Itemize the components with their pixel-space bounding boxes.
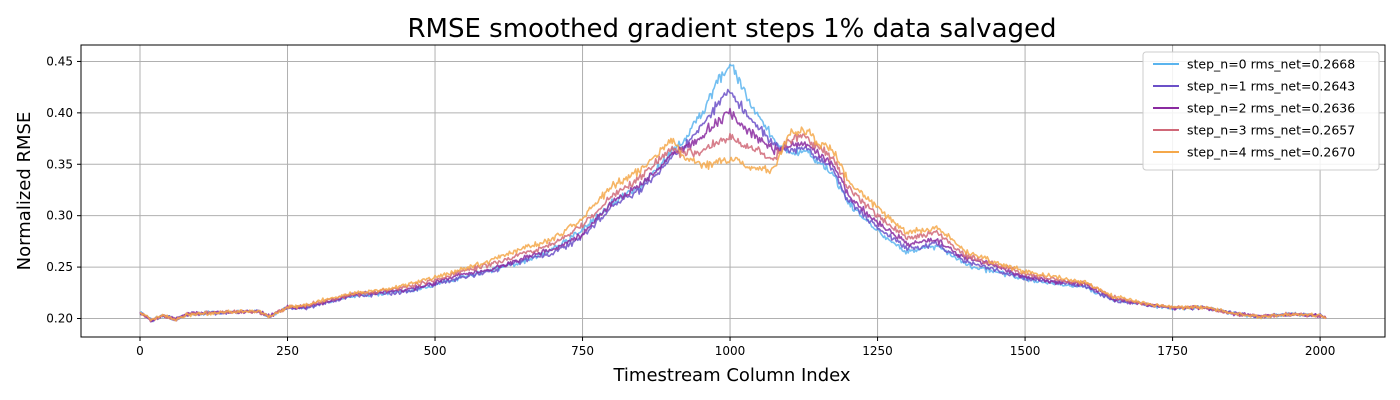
plot-area-frame bbox=[80, 44, 1386, 338]
chart-title: RMSE smoothed gradient steps 1% data sal… bbox=[407, 14, 1056, 44]
legend-entry: step_n=1 rms_net=0.2643 bbox=[1187, 79, 1355, 94]
legend: step_n=0 rms_net=0.2668 step_n=1 rms_net=… bbox=[1142, 51, 1380, 171]
x-tick-label: 2000 bbox=[1305, 344, 1336, 358]
legend-box bbox=[1142, 51, 1380, 171]
x-tick-label: 1750 bbox=[1157, 344, 1188, 358]
series-lines bbox=[139, 63, 1327, 323]
legend-entry: step_n=2 rms_net=0.2636 bbox=[1187, 101, 1355, 116]
legend-entry: step_n=3 rms_net=0.2657 bbox=[1187, 123, 1355, 138]
x-tick-label: 1250 bbox=[862, 344, 893, 358]
y-tick-label: 0.30 bbox=[46, 209, 73, 223]
series-line-1 bbox=[139, 88, 1327, 322]
legend-entry: step_n=0 rms_net=0.2668 bbox=[1187, 57, 1355, 72]
x-tick-label: 500 bbox=[424, 344, 447, 358]
x-tick-label: 1000 bbox=[715, 344, 746, 358]
y-tick-label: 0.35 bbox=[46, 157, 73, 171]
series-line-4 bbox=[139, 126, 1327, 322]
y-tick-label: 0.40 bbox=[46, 106, 73, 120]
legend-entry: step_n=4 rms_net=0.2670 bbox=[1187, 145, 1355, 160]
x-tick-label: 1500 bbox=[1010, 344, 1041, 358]
y-tick-label: 0.20 bbox=[46, 311, 73, 325]
x-tick-label: 0 bbox=[136, 344, 144, 358]
x-tick-label: 750 bbox=[571, 344, 594, 358]
axis-ticks: 0 250 500 750 1000 1250 1500 1750 2000 0.20 0.25 0.… bbox=[46, 54, 1335, 358]
x-axis-label: Timestream Column Index bbox=[612, 365, 850, 386]
y-tick-label: 0.45 bbox=[46, 54, 73, 68]
y-axis-label: Normalized RMSE bbox=[14, 112, 35, 271]
x-tick-label: 250 bbox=[276, 344, 299, 358]
y-tick-label: 0.25 bbox=[46, 260, 73, 274]
